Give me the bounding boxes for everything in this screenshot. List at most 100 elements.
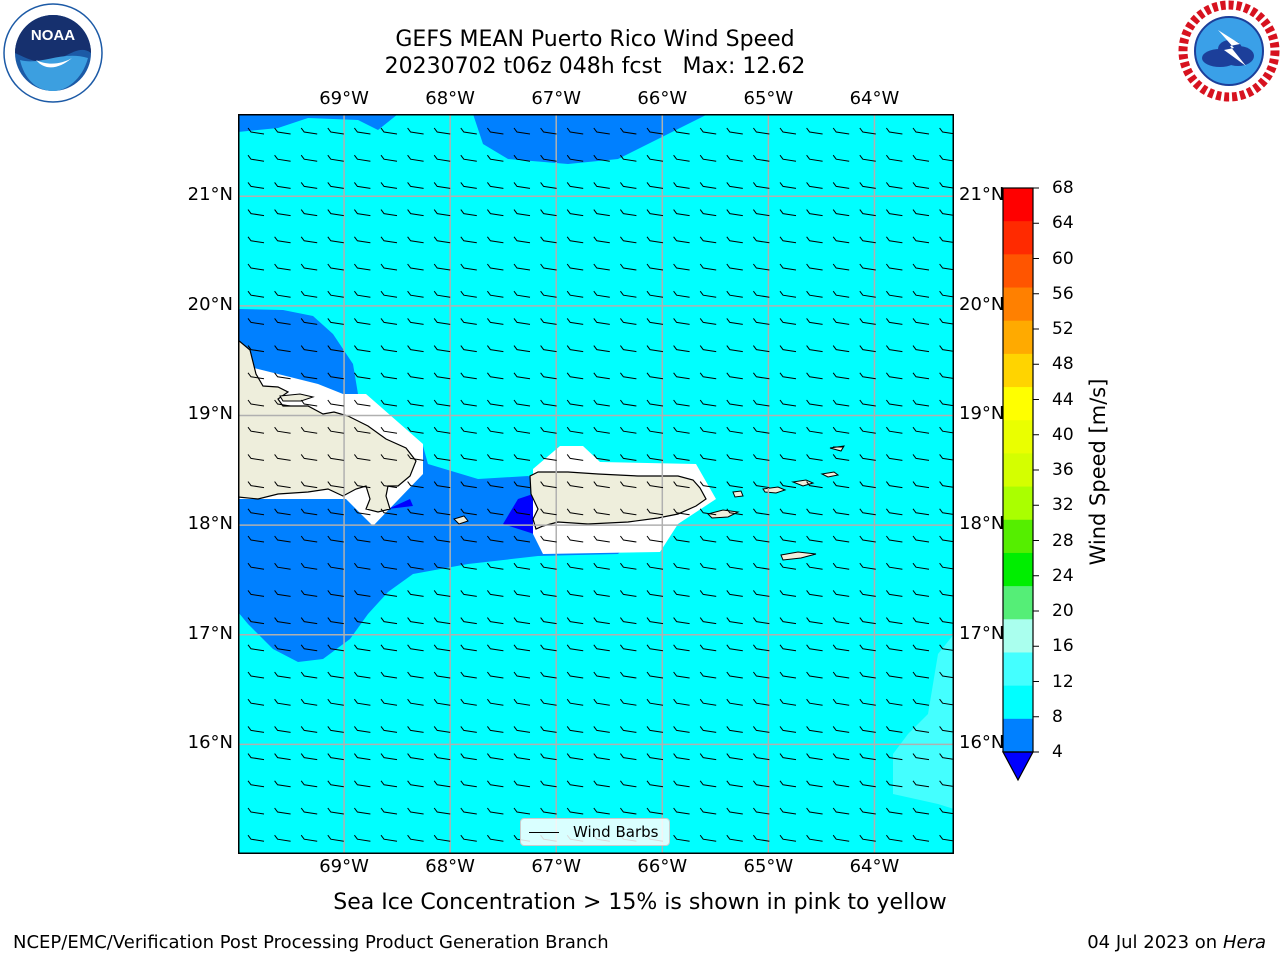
wind-barb — [566, 617, 584, 625]
wind-barb — [274, 617, 291, 625]
wind-barb — [513, 698, 531, 706]
colorbar-title: Wind Speed [m/s] — [1086, 378, 1110, 566]
wind-barb — [407, 399, 424, 407]
wind-barb — [832, 372, 850, 380]
colorbar-tick-label: 68 — [1052, 178, 1074, 198]
lat-label-left: 21°N — [187, 184, 233, 206]
wind-barb — [832, 127, 850, 135]
wind-barb — [354, 508, 371, 516]
wind-barb — [513, 671, 531, 679]
wind-barb — [540, 345, 557, 353]
wind-barb — [806, 535, 823, 543]
wind-barb — [433, 345, 451, 353]
wind-barb — [886, 345, 903, 353]
wind-barb — [886, 236, 903, 244]
wind-barb — [620, 209, 637, 217]
wind-barb — [939, 780, 954, 788]
wind-barb — [566, 753, 584, 761]
wind-barb — [247, 263, 265, 271]
wind-barb — [753, 454, 770, 461]
sea-ice-note: Sea Ice Concentration > 15% is shown in … — [333, 890, 947, 915]
wind-barb — [753, 617, 770, 625]
wind-barb — [247, 807, 265, 815]
wind-barb — [886, 590, 903, 597]
wind-barb — [726, 562, 743, 570]
wind-barb — [327, 834, 344, 842]
wind-barb — [380, 426, 398, 434]
wind-barb — [912, 345, 930, 353]
higher-wind-region — [893, 634, 954, 809]
colorbar-cell — [1003, 552, 1033, 587]
wind-barb — [460, 807, 477, 815]
wind-barb — [487, 834, 504, 842]
wind-barb — [779, 263, 797, 271]
wind-barb — [620, 236, 637, 244]
lon-label-top: 66°W — [637, 88, 688, 109]
wind-barb — [646, 753, 664, 761]
wind-barb — [513, 182, 531, 189]
wind-barb — [513, 372, 531, 380]
wind-barb — [460, 154, 477, 162]
wind-barb — [593, 263, 610, 271]
wind-barb — [593, 345, 610, 353]
wind-barb — [407, 834, 424, 842]
wind-barb — [832, 590, 850, 597]
wind-barb — [513, 726, 531, 733]
wind-barb — [699, 590, 717, 597]
wind-barb — [327, 372, 344, 380]
wind-barb — [912, 290, 930, 298]
wind-barb — [407, 481, 424, 489]
wind-barb — [300, 726, 318, 733]
wind-barb — [939, 726, 954, 733]
wind-barb — [540, 127, 557, 135]
wind-barb — [407, 454, 424, 461]
wind-barb — [380, 535, 398, 543]
wind-barb — [753, 209, 770, 217]
colorbar-cell — [1003, 287, 1033, 322]
wind-barb — [247, 671, 265, 679]
wind-barb — [806, 698, 823, 706]
wind-barb — [327, 562, 344, 570]
wind-barb — [487, 263, 504, 271]
wind-barb — [566, 345, 584, 353]
wind-barb — [726, 426, 743, 434]
wind-barb — [460, 372, 477, 380]
wind-barb — [433, 127, 451, 135]
wind-barb — [380, 182, 398, 189]
wind-barb — [753, 263, 770, 271]
wind-barb — [859, 671, 876, 679]
wind-barb — [513, 318, 531, 325]
wind-barb — [620, 127, 637, 135]
colorbar-tick-label: 12 — [1052, 671, 1074, 692]
footer-date: 04 Jul 2023 on — [1087, 932, 1218, 953]
wind-barb — [460, 535, 477, 543]
wind-barb — [859, 698, 876, 706]
wind-barb — [753, 780, 770, 788]
wind-barb — [566, 182, 584, 189]
lon-label-bottom: 66°W — [637, 856, 688, 877]
wind-barb — [407, 154, 424, 162]
wind-barb — [620, 318, 637, 325]
wind-barb — [274, 154, 291, 162]
wind-barb — [673, 426, 690, 434]
wind-barb — [247, 617, 265, 625]
wind-barb — [300, 426, 318, 434]
wind-barb — [513, 807, 531, 815]
wind-barb — [300, 209, 318, 217]
wind-barb — [566, 372, 584, 380]
wind-barb — [912, 698, 930, 706]
wind-barb — [354, 671, 371, 679]
wind-barb — [886, 508, 903, 516]
footer-right: 04 Jul 2023 on Hera — [1087, 932, 1266, 954]
wind-barb — [646, 345, 664, 353]
wind-barb — [460, 127, 477, 135]
wind-barb — [912, 753, 930, 761]
wind-barb — [433, 399, 451, 407]
wind-barb — [407, 590, 424, 597]
wind-barb — [939, 834, 954, 842]
wind-barb — [912, 399, 930, 407]
wind-barb — [566, 671, 584, 679]
wind-barb — [832, 508, 850, 516]
wind-barb — [646, 290, 664, 298]
wind-barb — [779, 454, 797, 461]
